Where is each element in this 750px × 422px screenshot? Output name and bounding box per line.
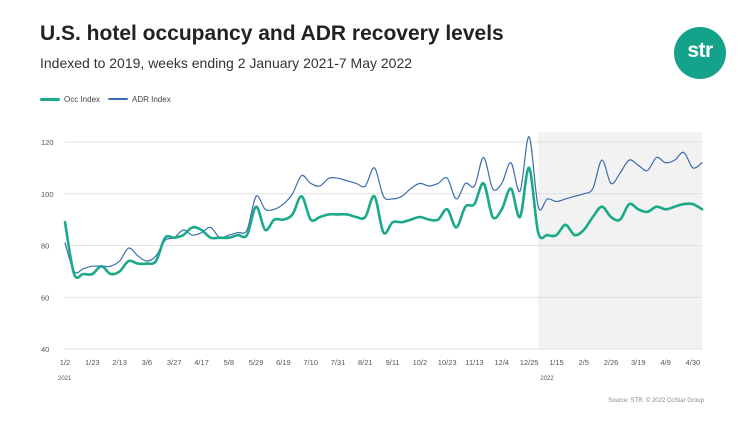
- series-line-occ-index: [63, 166, 704, 280]
- x-tick-label: 5/29: [249, 358, 264, 367]
- legend-label-adr: ADR Index: [132, 94, 171, 104]
- chart-title: U.S. hotel occupancy and ADR recovery le…: [40, 22, 504, 45]
- y-tick-label: 120: [41, 138, 54, 147]
- shaded-region-2022: [538, 132, 702, 349]
- legend-label-occ: Occ Index: [64, 94, 101, 104]
- x-tick-label: 7/10: [303, 358, 318, 367]
- x-tick-label: 12/4: [494, 358, 509, 367]
- x-tick-label: 4/17: [194, 358, 209, 367]
- str-logo-text: str: [687, 39, 713, 62]
- x-tick-label: 3/19: [631, 358, 646, 367]
- x-tick-label: 2/13: [112, 358, 127, 367]
- x-year-label: 2022: [540, 376, 554, 382]
- x-tick-label: 12/25: [520, 358, 539, 367]
- x-tick-label: 5/8: [224, 358, 234, 367]
- legend-swatch-occ: [40, 97, 60, 101]
- x-year-label: 2021: [58, 376, 72, 382]
- chart-subtitle: Indexed to 2019, weeks ending 2 January …: [40, 55, 413, 71]
- x-tick-label: 4/30: [686, 358, 701, 367]
- str-logo: str: [674, 27, 726, 79]
- x-tick-label: 1/23: [85, 358, 100, 367]
- y-tick-label: 60: [41, 293, 49, 302]
- y-tick-label: 80: [41, 242, 49, 251]
- x-tick-label: 1/2: [60, 358, 70, 367]
- x-tick-label: 9/11: [386, 358, 400, 367]
- x-tick-label: 10/23: [438, 358, 457, 367]
- y-tick-label: 100: [41, 190, 54, 199]
- x-tick-label: 3/6: [142, 358, 152, 367]
- x-tick-label: 7/31: [331, 358, 346, 367]
- x-tick-label: 10/2: [413, 358, 428, 367]
- x-tick-label: 2/26: [604, 358, 619, 367]
- x-tick-label: 4/9: [660, 358, 670, 367]
- y-tick-label: 40: [41, 345, 49, 354]
- legend-item-adr: ADR Index: [108, 95, 171, 104]
- legend-swatch-adr: [108, 98, 129, 100]
- source-note: Source: STR. © 2022 CoStar Group: [608, 398, 704, 404]
- legend-item-occ: Occ Index: [40, 95, 100, 104]
- x-tick-label: 11/13: [465, 358, 483, 367]
- x-tick-label: 2/5: [578, 358, 588, 367]
- x-tick-label: 1/15: [549, 358, 564, 367]
- x-tick-label: 6/19: [276, 358, 291, 367]
- x-tick-label: 8/21: [358, 358, 373, 367]
- x-tick-label: 3/27: [167, 358, 182, 367]
- chart-legend: Occ Index ADR Index: [40, 92, 179, 106]
